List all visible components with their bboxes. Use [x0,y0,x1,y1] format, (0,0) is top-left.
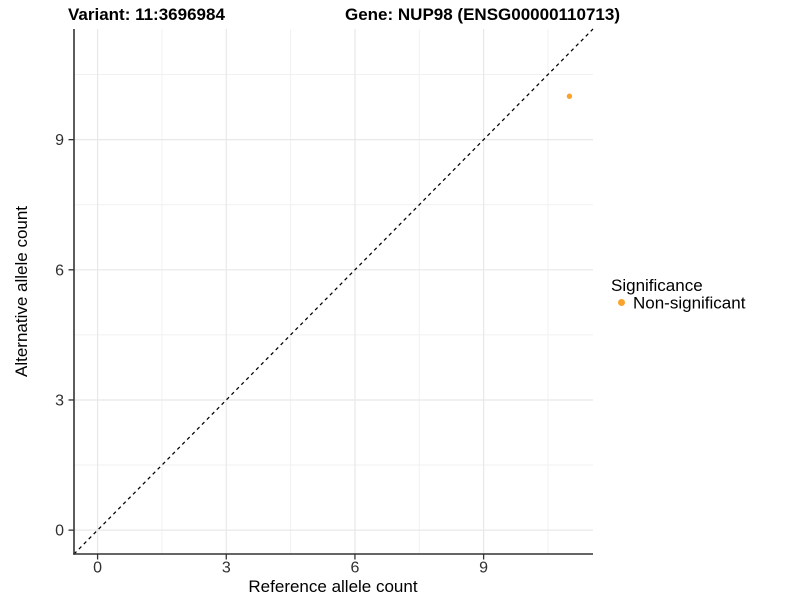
x-tick-label: 9 [479,560,488,577]
x-tick-label: 3 [222,560,231,577]
grid-layer [74,29,593,554]
points-layer [566,93,573,99]
identity-line-layer [73,28,594,555]
legend-item-label: Non-significant [633,294,746,313]
legend: Significance Non-significant [611,276,746,313]
y-tick-label: 9 [55,132,64,149]
x-axis-title: Reference allele count [248,577,417,596]
x-tick-label: 6 [350,560,359,577]
x-tick-label: 0 [93,560,102,577]
plot-title-variant: Variant: 11:3696984 [68,5,225,24]
legend-title: Significance [611,276,703,295]
y-axis-title: Alternative allele count [12,206,31,377]
y-tick-label: 6 [55,262,64,279]
y-tick-label: 0 [55,523,64,540]
data-point [566,93,573,99]
ticks-layer: 0 3 6 9 0 3 6 9 [55,132,488,576]
legend-point-swatch-icon [618,299,625,306]
axes-layer [73,29,593,555]
y-tick-label: 3 [55,392,64,409]
plot-title-gene: Gene: NUP98 (ENSG00000110713) [345,5,620,24]
identity-line [73,28,594,555]
